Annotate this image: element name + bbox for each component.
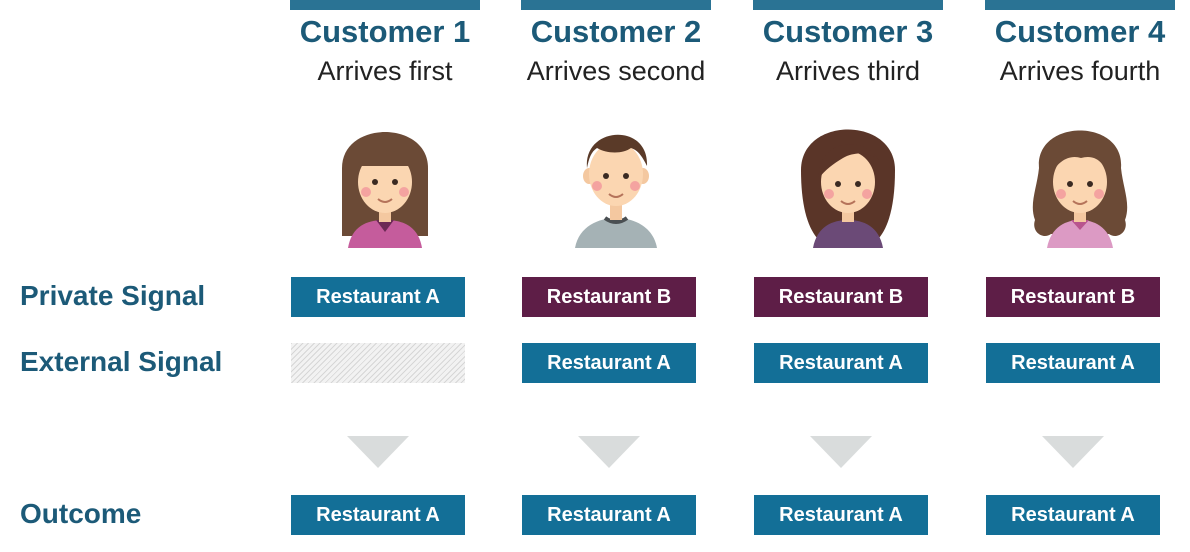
column-header-bar bbox=[985, 0, 1175, 10]
external-signal-empty-box bbox=[291, 343, 465, 383]
down-arrow-icon bbox=[347, 436, 409, 468]
customer-column-3: Customer 3 Arrives third Restaurant B Re… bbox=[753, 0, 943, 552]
column-header-bar bbox=[753, 0, 943, 10]
private-signal-box: Restaurant B bbox=[522, 277, 696, 317]
external-signal-box: Restaurant A bbox=[522, 343, 696, 383]
private-signal-box: Restaurant B bbox=[754, 277, 928, 317]
row-label-outcome: Outcome bbox=[20, 498, 142, 529]
customer-arrival: Arrives first bbox=[317, 56, 453, 86]
external-signal-box: Restaurant A bbox=[986, 343, 1160, 383]
down-arrow-icon bbox=[810, 436, 872, 468]
customer-title: Customer 2 bbox=[530, 14, 702, 49]
customer-column-4: Customer 4 Arrives fourth Restaurant B R… bbox=[985, 0, 1175, 552]
down-arrow-icon bbox=[1042, 436, 1104, 468]
customer-column-1: Customer 1 Arrives first Restaurant A Re… bbox=[290, 0, 480, 552]
outcome-box: Restaurant A bbox=[754, 495, 928, 535]
outcome-box: Restaurant A bbox=[522, 495, 696, 535]
outcome-box: Restaurant A bbox=[291, 495, 465, 535]
woman-wavy-hair-avatar bbox=[1032, 130, 1128, 248]
external-signal-box: Restaurant A bbox=[754, 343, 928, 383]
outcome-box: Restaurant A bbox=[986, 495, 1160, 535]
private-signal-box: Restaurant B bbox=[986, 277, 1160, 317]
woman-long-straight-hair-avatar bbox=[342, 132, 428, 248]
woman-side-bangs-avatar bbox=[801, 129, 895, 248]
customer-title: Customer 4 bbox=[994, 14, 1166, 49]
column-header-bar bbox=[290, 0, 480, 10]
down-arrow-icon bbox=[578, 436, 640, 468]
customer-arrival: Arrives fourth bbox=[999, 56, 1161, 86]
row-label-private-signal: Private Signal bbox=[20, 280, 206, 311]
customer-title: Customer 3 bbox=[762, 14, 934, 49]
customer-arrival: Arrives third bbox=[775, 56, 921, 86]
customer-column-2: Customer 2 Arrives second Restaurant B R… bbox=[521, 0, 711, 552]
customer-title: Customer 1 bbox=[299, 14, 471, 49]
private-signal-box: Restaurant A bbox=[291, 277, 465, 317]
customer-arrival: Arrives second bbox=[526, 56, 706, 86]
man-short-hair-avatar bbox=[575, 134, 657, 248]
column-header-bar bbox=[521, 0, 711, 10]
row-label-external-signal: External Signal bbox=[20, 346, 223, 377]
